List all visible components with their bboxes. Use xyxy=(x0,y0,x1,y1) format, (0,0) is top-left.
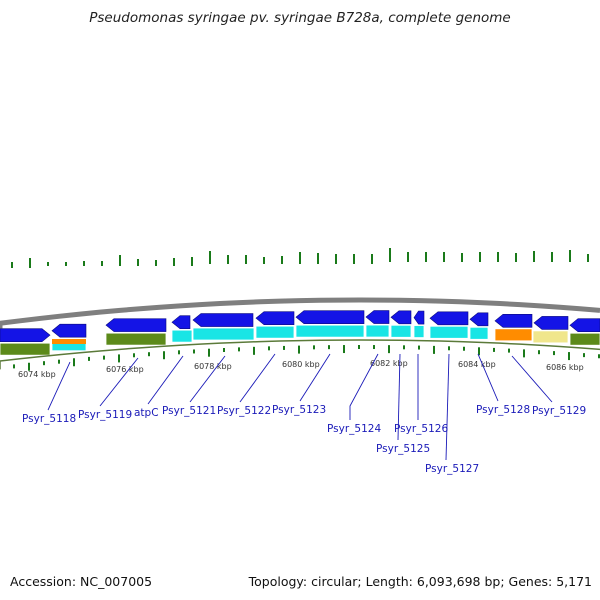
gene-label-leader xyxy=(349,353,379,420)
gene-label: Psyr_5121 xyxy=(162,405,216,417)
genome-stats-text: Topology: circular; Length: 6,093,698 bp… xyxy=(248,574,592,589)
gene-label: Psyr_5129 xyxy=(532,405,586,417)
gene-arrow xyxy=(569,318,600,333)
cds-band xyxy=(171,329,193,343)
gene-label-leader xyxy=(299,353,331,402)
gene-label: Psyr_5126 xyxy=(394,423,448,435)
gene-label-leader xyxy=(147,355,184,405)
kbp-scale-label: 6084 kbp xyxy=(458,360,496,369)
gene-arrow xyxy=(390,310,412,325)
gene-arrow xyxy=(105,318,167,332)
cds-band xyxy=(295,324,365,338)
band-baseline xyxy=(0,339,600,370)
gene-arrow xyxy=(192,313,254,327)
gene-label-leader xyxy=(397,353,401,441)
gene-label: Psyr_5122 xyxy=(217,405,271,417)
gene-arrow xyxy=(171,315,191,329)
cds-band xyxy=(390,324,412,338)
gene-arrow xyxy=(413,310,425,325)
gene-label: Psyr_5127 xyxy=(425,463,479,475)
cds-band xyxy=(365,324,390,338)
backbone-ring xyxy=(0,297,600,329)
cds-band xyxy=(255,325,295,339)
gene-arrow xyxy=(533,316,569,330)
gene-arrow xyxy=(494,314,533,328)
gene-label-leader xyxy=(239,353,276,403)
gene-arrow xyxy=(429,311,469,326)
gene-label: Psyr_5118 xyxy=(22,413,76,425)
kbp-scale-label: 6086 kbp xyxy=(546,363,584,372)
accession-text: Accession: NC_007005 xyxy=(10,574,153,589)
gene-label-leader xyxy=(477,353,499,402)
gene-label: Psyr_5119 xyxy=(78,409,132,421)
cds-band xyxy=(429,325,469,339)
cds-band xyxy=(569,332,600,346)
gene-label: Psyr_5123 xyxy=(272,404,326,416)
kbp-scale-label: 6078 kbp xyxy=(194,362,232,371)
kbp-scale-label: 6082 kbp xyxy=(370,359,408,368)
gene-label-leader xyxy=(189,355,226,403)
kbp-scale-label: 6076 kbp xyxy=(106,365,144,374)
gene-arrow xyxy=(0,328,51,342)
cds-band xyxy=(469,326,489,340)
cds-band xyxy=(192,327,255,341)
gene-label: Psyr_5124 xyxy=(327,423,381,435)
gene-arrow xyxy=(295,310,365,324)
kbp-scale-label: 6074 kbp xyxy=(18,370,56,379)
cds-band xyxy=(0,342,51,356)
map-title: Pseudomonas syringae pv. syringae B728a,… xyxy=(89,10,511,26)
gene-arrow xyxy=(469,312,489,327)
cds-band xyxy=(52,339,86,344)
gene-arrow xyxy=(365,310,390,324)
cds-band xyxy=(105,332,167,346)
gene-label-leader xyxy=(445,353,450,461)
kbp-scale-label: 6080 kbp xyxy=(282,360,320,369)
gene-label: Psyr_5128 xyxy=(476,404,530,416)
cds-band xyxy=(532,330,569,344)
gene-label-leader xyxy=(47,361,71,411)
gene-arrow xyxy=(255,311,295,325)
gene-label-leader xyxy=(511,355,553,403)
gene-label-leader xyxy=(99,357,139,407)
gene-label: Psyr_5125 xyxy=(376,443,430,455)
gene-label: atpC xyxy=(134,407,159,419)
gene-arrow xyxy=(51,323,87,338)
cds-band xyxy=(494,328,533,342)
cds-band xyxy=(413,325,425,338)
